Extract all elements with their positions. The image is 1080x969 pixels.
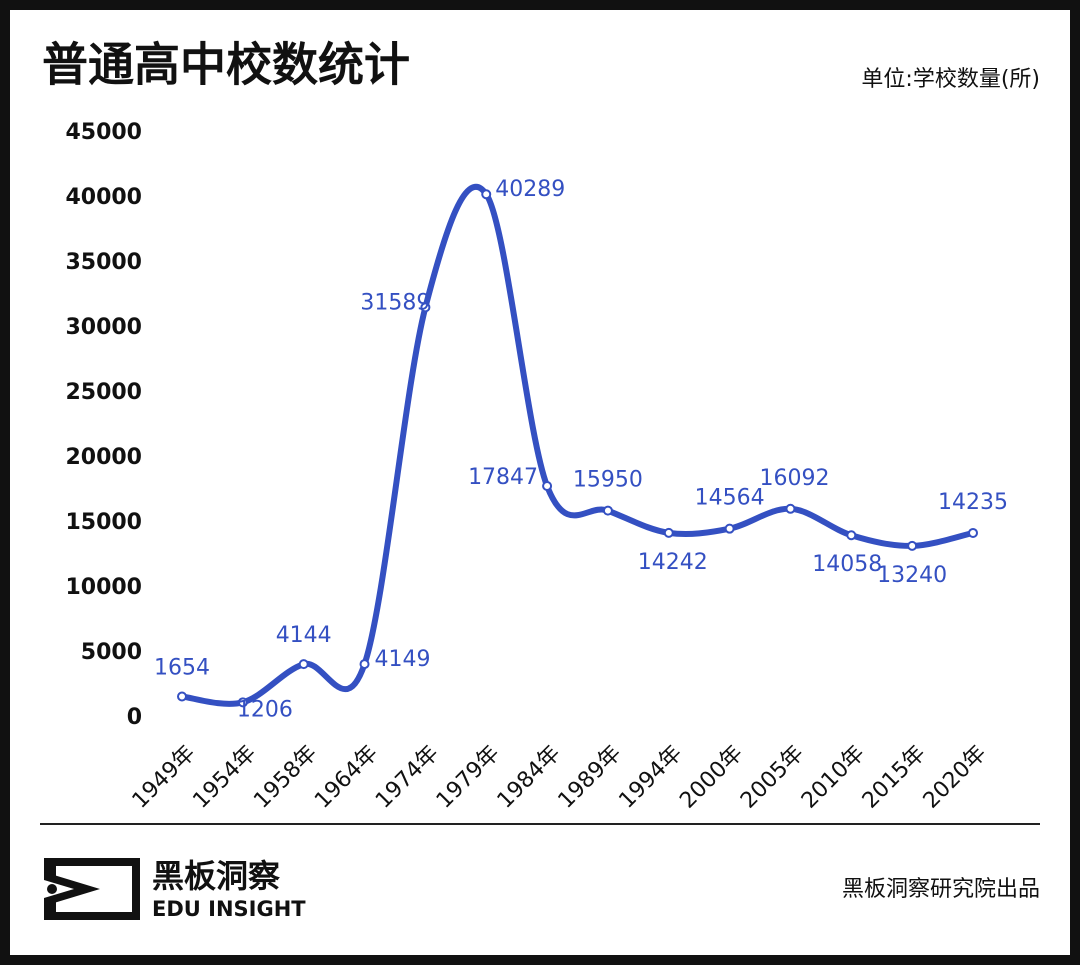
y-tick-label: 30000 [65,315,142,340]
point [907,540,918,551]
point [542,480,553,491]
point [724,523,735,534]
brand-cn: 黑板洞察 [152,857,280,895]
y-tick-label: 20000 [65,445,142,470]
data-label: 4149 [375,647,431,672]
data-label: 4144 [276,623,332,648]
data-label: 40289 [495,177,565,202]
point [359,659,370,670]
point [481,189,492,200]
chart-title: 普通高中校数统计 [42,38,410,92]
point [420,302,431,313]
data-label: 14058 [812,552,882,577]
data-label: 1654 [154,655,210,680]
point [785,503,796,514]
data-label: 16092 [759,466,829,491]
data-label: 14564 [695,486,765,511]
y-tick-label: 40000 [65,185,142,210]
y-tick-label: 5000 [81,640,142,665]
y-tick-label: 45000 [65,120,142,145]
point [298,659,309,670]
credit: 黑板洞察研究院出品 [842,877,1040,902]
y-tick-label: 25000 [65,380,142,405]
y-tick-label: 35000 [65,250,142,275]
point [237,697,248,708]
line [179,184,976,707]
data-label: 13240 [877,563,947,588]
data-label: 14242 [638,550,708,575]
data-label: 14235 [938,490,1008,515]
data-label: 17847 [468,465,538,490]
point [968,527,978,538]
y-tick-label: 15000 [65,510,142,535]
data-label: 1206 [237,697,293,722]
logo [44,858,140,920]
chart-subtitle: 单位:学校数量(所) [861,67,1040,92]
data-label: 15950 [573,468,643,493]
point [663,527,674,538]
y-tick-label: 10000 [65,575,142,600]
point [846,530,857,541]
y-tick-label: 0 [127,705,142,730]
brand-en: EDU INSIGHT [152,897,306,921]
point [177,691,187,702]
data-label: 31589 [360,290,430,315]
point [602,505,613,516]
